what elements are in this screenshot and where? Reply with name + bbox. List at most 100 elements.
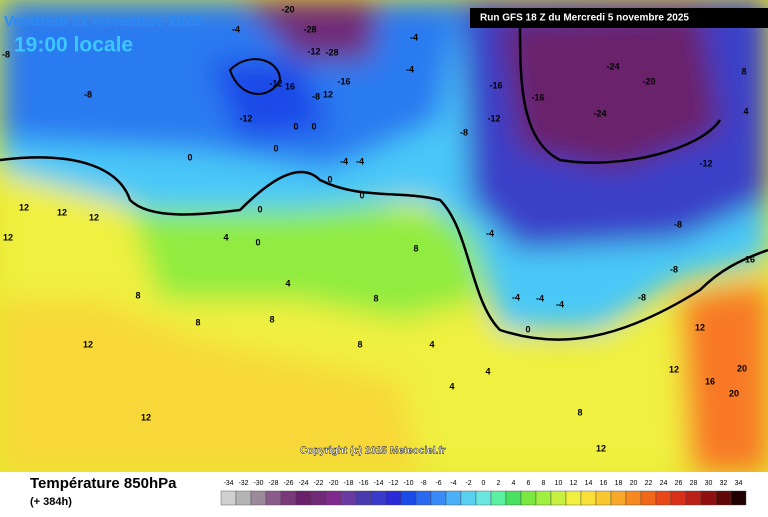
- contour-label: 4: [485, 366, 490, 376]
- legend-tick-label: 10: [555, 480, 563, 487]
- legend-swatch: [625, 490, 642, 506]
- contour-label: 0: [293, 121, 298, 131]
- legend-tick-label: 18: [615, 480, 623, 487]
- legend-tick-label: 24: [660, 480, 668, 487]
- contour-label: 20: [737, 363, 747, 373]
- contour-label: 20: [729, 388, 739, 398]
- contour-label: -8: [638, 292, 646, 302]
- legend-swatch: [535, 490, 552, 506]
- legend-tick-label: 6: [527, 480, 531, 487]
- contour-label: -24: [606, 61, 619, 71]
- contour-label: -4: [340, 156, 348, 166]
- contour-label: 8: [135, 290, 140, 300]
- copyright: Copyright (c) 2025 Meteociel.fr: [300, 446, 446, 457]
- legend-swatch: [430, 490, 447, 506]
- legend-swatch: [310, 490, 327, 506]
- contour-label: -16: [531, 92, 544, 102]
- contour-label: 8: [413, 243, 418, 253]
- legend-tick-label: 4: [512, 480, 516, 487]
- legend-tick-label: -28: [268, 480, 278, 487]
- contour-label: 0: [327, 174, 332, 184]
- legend-tick-label: 20: [630, 480, 638, 487]
- legend-tick-label: 0: [482, 480, 486, 487]
- legend-swatch: [670, 490, 687, 506]
- legend-swatch: [715, 490, 732, 506]
- legend-tick-label: 22: [645, 480, 653, 487]
- contour-label: -4: [486, 228, 494, 238]
- legend-swatch: [640, 490, 657, 506]
- contour-label: 4: [743, 106, 748, 116]
- legend-swatch: [220, 490, 237, 506]
- legend-tick-label: 30: [705, 480, 713, 487]
- legend-swatch: [400, 490, 417, 506]
- legend-swatch: [490, 490, 507, 506]
- legend-tick-label: -8: [420, 480, 426, 487]
- contour-label: 8: [577, 407, 582, 417]
- contour-label: 4: [449, 381, 454, 391]
- contour-label: 8: [357, 339, 362, 349]
- legend-swatch: [580, 490, 597, 506]
- contour-label: -24: [593, 108, 606, 118]
- time: 19:00 locale: [14, 34, 133, 57]
- legend-swatch: [355, 490, 372, 506]
- contour-label: -12: [307, 46, 320, 56]
- contour-label: 0: [311, 121, 316, 131]
- legend-tick-label: 12: [570, 480, 578, 487]
- legend-swatch: [610, 490, 627, 506]
- legend-tick-label: -30: [253, 480, 263, 487]
- legend-tick-label: 26: [675, 480, 683, 487]
- legend-swatch: [325, 490, 342, 506]
- legend-swatch: [730, 490, 747, 506]
- legend-tick-label: 16: [600, 480, 608, 487]
- contour-label: -8: [84, 89, 92, 99]
- legend-tick-label: -4: [450, 480, 456, 487]
- legend-swatch: [265, 490, 282, 506]
- contour-label: 0: [525, 324, 530, 334]
- legend-swatch: [550, 490, 567, 506]
- legend-tick-label: 2: [497, 480, 501, 487]
- contour-label: 0: [257, 204, 262, 214]
- contour-label: -16: [489, 80, 502, 90]
- contour-label: -4: [512, 292, 520, 302]
- legend-swatch: [415, 490, 432, 506]
- legend-swatch: [460, 490, 477, 506]
- footer-lead: (+ 384h): [30, 496, 72, 508]
- contour-label: -4: [232, 24, 240, 34]
- map: [0, 0, 768, 472]
- contour-label: 12: [3, 232, 13, 242]
- contour-label: 8: [269, 314, 274, 324]
- contour-label: -20: [281, 4, 294, 14]
- contour-label: 8: [741, 66, 746, 76]
- legend-tick-label: 34: [735, 480, 743, 487]
- contour-label: 4: [429, 339, 434, 349]
- legend-tick-label: 32: [720, 480, 728, 487]
- contour-label: -4: [410, 32, 418, 42]
- contour-label: -4: [556, 299, 564, 309]
- contour-label: 12: [89, 212, 99, 222]
- legend-tick-label: -10: [403, 480, 413, 487]
- contour-label: 0: [255, 237, 260, 247]
- contour-label: -12: [487, 113, 500, 123]
- legend-tick-label: -34: [223, 480, 233, 487]
- legend-tick-label: -2: [465, 480, 471, 487]
- contour-label: -12: [239, 113, 252, 123]
- run-box: [470, 8, 768, 28]
- date: Vendredi 21 novembre 2025: [4, 13, 202, 30]
- contour-label: 4: [285, 278, 290, 288]
- legend-tick-label: -16: [358, 480, 368, 487]
- contour-label: -8: [460, 127, 468, 137]
- legend-swatch: [685, 490, 702, 506]
- footer-title: Température 850hPa: [30, 475, 177, 492]
- legend-tick-label: 8: [542, 480, 546, 487]
- contour-label: 12: [323, 89, 333, 99]
- contour-label: 12: [19, 202, 29, 212]
- contour-label: 12: [57, 207, 67, 217]
- legend-tick-label: -22: [313, 480, 323, 487]
- contour-label: 0: [359, 190, 364, 200]
- legend-tick-label: -12: [388, 480, 398, 487]
- contour-label: 16: [285, 81, 295, 91]
- contour-label: 8: [195, 317, 200, 327]
- legend-tick-label: -6: [435, 480, 441, 487]
- legend-swatch: [250, 490, 267, 506]
